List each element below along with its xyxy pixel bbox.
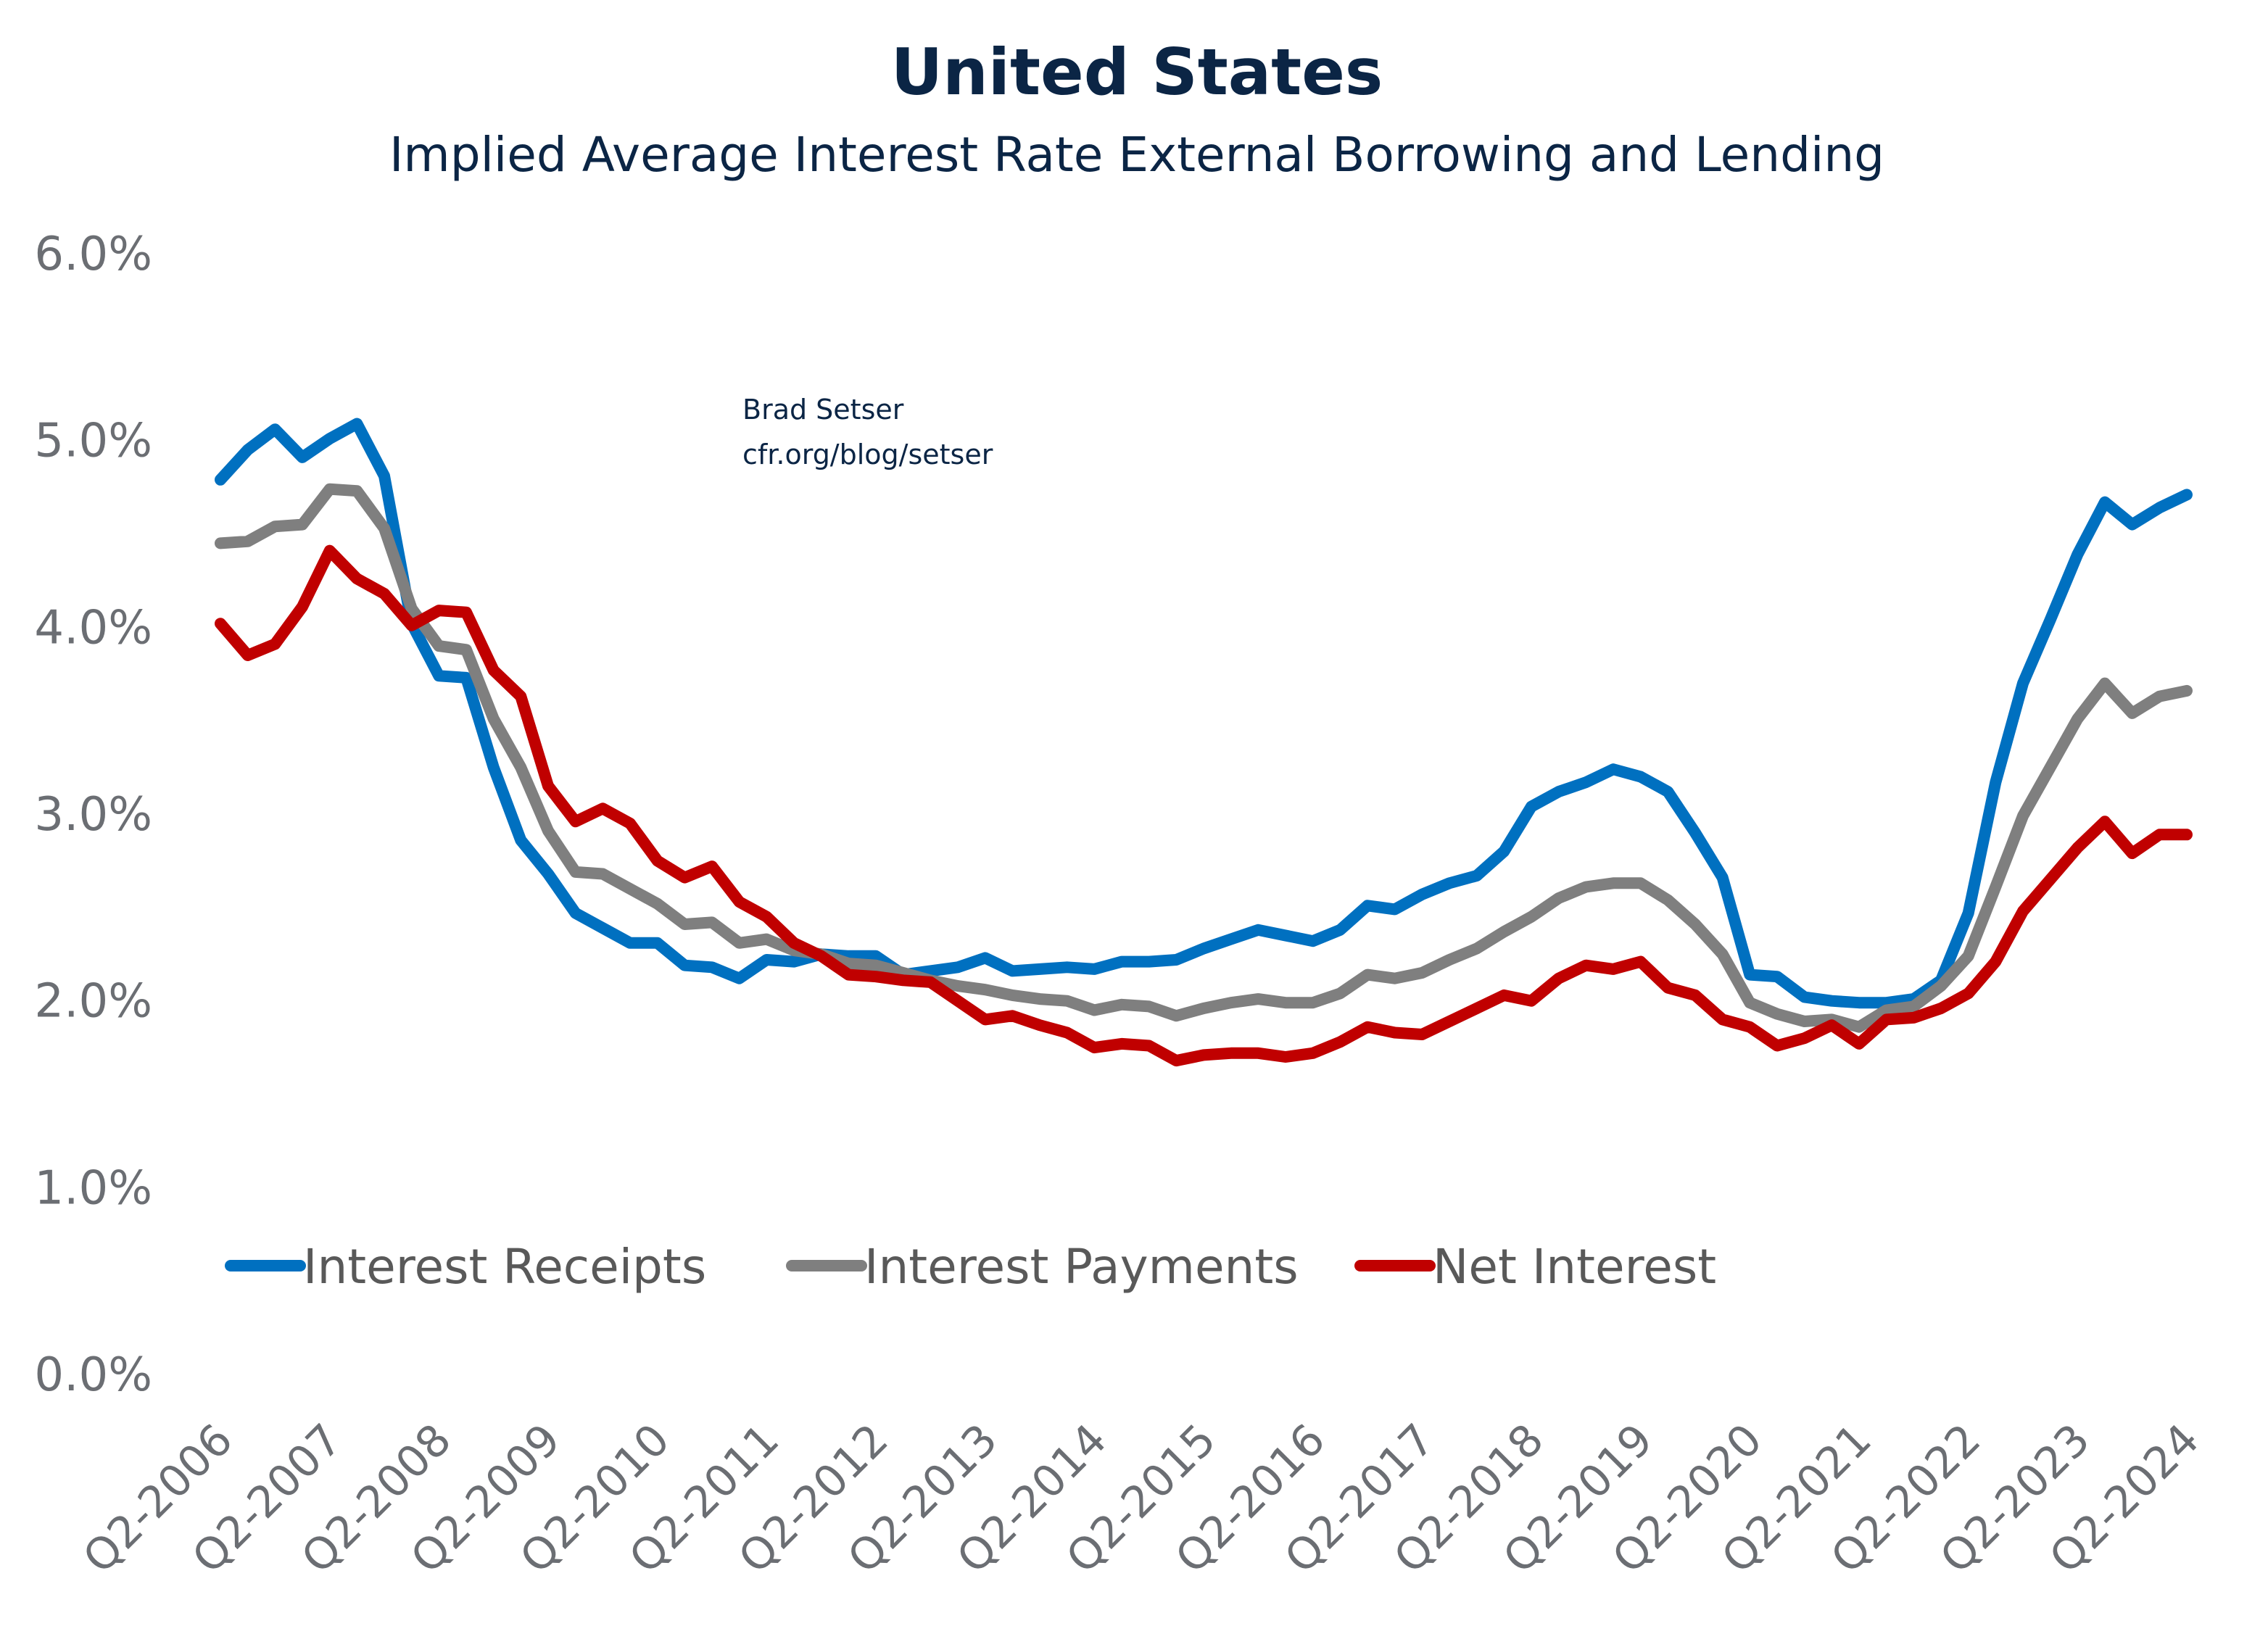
y-tick-label: 1.0%: [34, 1161, 152, 1215]
series-lines: [215, 418, 2193, 1067]
legend: Interest Receipts Interest Payments Net In…: [225, 1239, 1716, 1295]
chart-subtitle: Implied Average Interest Rate External B…: [389, 127, 1884, 183]
annotation-author: Brad Setser: [742, 394, 904, 426]
chart-title: United States: [891, 35, 1383, 109]
annotation-url: cfr.org/blog/setser: [742, 439, 993, 470]
series-line-interest-payments: [215, 483, 2193, 1033]
y-tick-label: 2.0%: [34, 975, 152, 1029]
y-tick-label: 4.0%: [34, 601, 152, 655]
y-tick-label: 5.0%: [34, 415, 152, 468]
y-tick-label: 6.0%: [34, 228, 152, 281]
y-tick-label: 0.0%: [34, 1348, 152, 1402]
series-line-net-interest: [215, 544, 2193, 1067]
y-tick-label: 3.0%: [34, 788, 152, 842]
series-line-interest-receipts: [215, 418, 2193, 1009]
legend-label: Interest Payments: [864, 1239, 1299, 1295]
y-axis: 0.0% 1.0% 2.0% 3.0% 4.0% 5.0% 6.0%: [34, 228, 152, 1402]
x-axis: Q2-2006Q2-2007Q2-2008Q2-2009Q2-2010Q2-20…: [73, 1414, 2209, 1583]
legend-label: Interest Receipts: [303, 1239, 706, 1295]
legend-label: Net Interest: [1433, 1239, 1716, 1295]
